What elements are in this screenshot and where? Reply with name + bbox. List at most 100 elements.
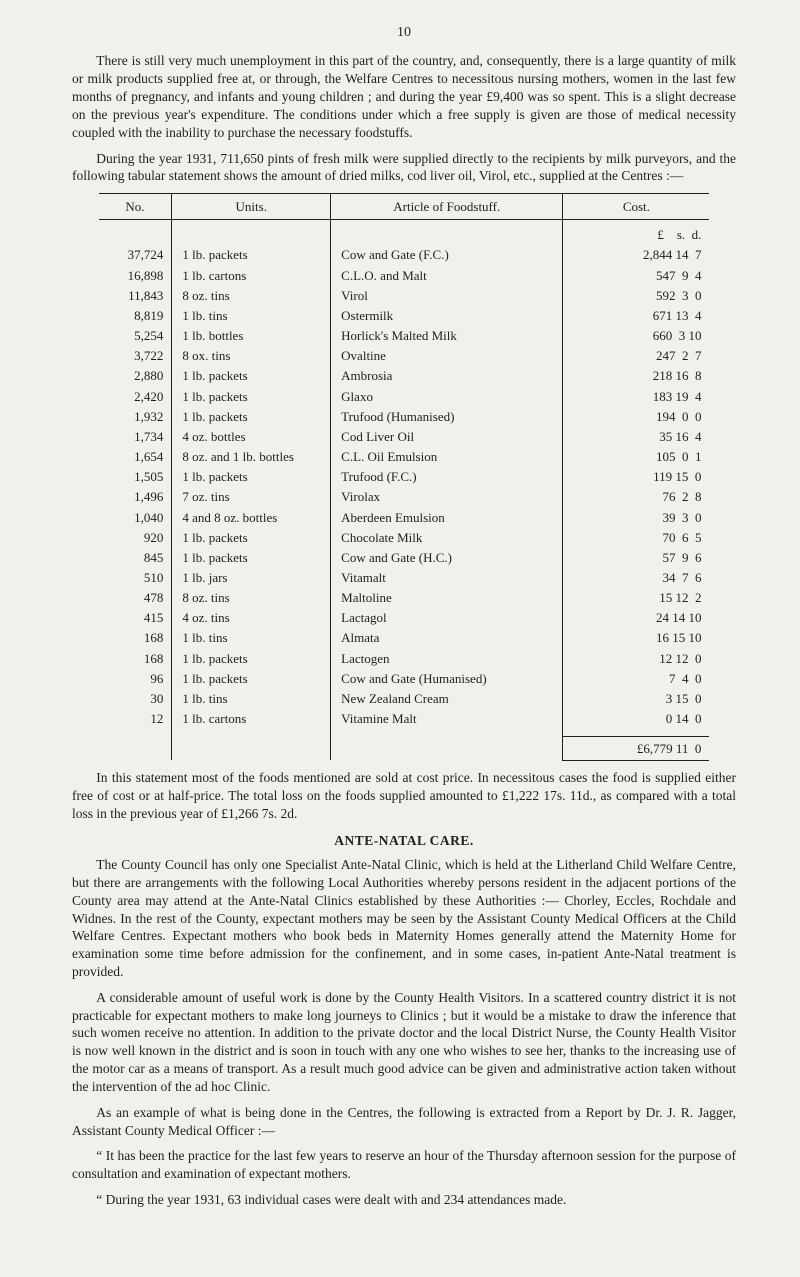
cell-no: 1,040	[99, 507, 172, 527]
table-row: 121 lb. cartonsVitamine Malt0 14 0	[99, 709, 710, 729]
cell-no: 168	[99, 648, 172, 668]
cell-cost: 3 15 0	[563, 688, 710, 708]
table-row: 1,9321 lb. packetsTrufood (Humanised)194…	[99, 406, 710, 426]
cell-units: 8 ox. tins	[172, 346, 331, 366]
cell-units: 1 lb. packets	[172, 467, 331, 487]
col-header-article: Article of Foodstuff.	[331, 194, 563, 220]
table-row: 3,7228 ox. tinsOvaltine247 2 7	[99, 346, 710, 366]
cell-article: Cow and Gate (Humanised)	[331, 668, 563, 688]
cell-no: 845	[99, 547, 172, 567]
table-row: 11,8438 oz. tinsVirol592 3 0	[99, 285, 710, 305]
cell-article: Vitamine Malt	[331, 709, 563, 729]
table-row: 1,6548 oz. and 1 lb. bottlesC.L. Oil Emu…	[99, 447, 710, 467]
paragraph-6: As an example of what is being done in t…	[72, 1104, 736, 1140]
table-row: 5101 lb. jarsVitamalt34 7 6	[99, 567, 710, 587]
cell-cost: 547 9 4	[563, 265, 710, 285]
cell-units: 1 lb. cartons	[172, 265, 331, 285]
cell-no: 1,932	[99, 406, 172, 426]
col-header-cost: Cost.	[563, 194, 710, 220]
cell-units: 4 oz. tins	[172, 608, 331, 628]
cell-cost: 2,844 14 7	[563, 245, 710, 265]
table-row: 5,2541 lb. bottlesHorlick's Malted Milk6…	[99, 326, 710, 346]
cell-article: Maltoline	[331, 588, 563, 608]
cell-units: 1 lb. packets	[172, 547, 331, 567]
cell-no: 920	[99, 527, 172, 547]
cell-units: 8 oz. and 1 lb. bottles	[172, 447, 331, 467]
cell-cost: 70 6 5	[563, 527, 710, 547]
cell-article: Horlick's Malted Milk	[331, 326, 563, 346]
cell-units: 1 lb. packets	[172, 406, 331, 426]
cell-article: Chocolate Milk	[331, 527, 563, 547]
currency-header: £ s. d.	[563, 220, 710, 245]
cell-units: 1 lb. packets	[172, 648, 331, 668]
cell-article: Cod Liver Oil	[331, 426, 563, 446]
cell-no: 168	[99, 628, 172, 648]
cell-no: 5,254	[99, 326, 172, 346]
cell-no: 16,898	[99, 265, 172, 285]
table-row: 1681 lb. packetsLactogen12 12 0	[99, 648, 710, 668]
table-total-row: £6,779 11 0	[99, 736, 710, 760]
table-row: 1,4967 oz. tinsVirolax76 2 8	[99, 487, 710, 507]
cell-article: New Zealand Cream	[331, 688, 563, 708]
cell-no: 415	[99, 608, 172, 628]
currency-header-row: £ s. d.	[99, 220, 710, 245]
cell-units: 1 lb. packets	[172, 527, 331, 547]
cell-no: 3,722	[99, 346, 172, 366]
cell-no: 12	[99, 709, 172, 729]
cell-article: Ovaltine	[331, 346, 563, 366]
cell-cost: 15 12 2	[563, 588, 710, 608]
foodstuff-table: No. Units. Article of Foodstuff. Cost. £…	[99, 193, 710, 761]
cell-units: 7 oz. tins	[172, 487, 331, 507]
cell-units: 1 lb. tins	[172, 628, 331, 648]
cell-cost: 660 3 10	[563, 326, 710, 346]
cell-article: Cow and Gate (H.C.)	[331, 547, 563, 567]
cell-article: Trufood (Humanised)	[331, 406, 563, 426]
table-row: 1,0404 and 8 oz. bottlesAberdeen Emulsio…	[99, 507, 710, 527]
cell-cost: 194 0 0	[563, 406, 710, 426]
cell-cost: 12 12 0	[563, 648, 710, 668]
cell-cost: 24 14 10	[563, 608, 710, 628]
cell-article: Aberdeen Emulsion	[331, 507, 563, 527]
cell-units: 1 lb. jars	[172, 567, 331, 587]
cell-units: 1 lb. tins	[172, 688, 331, 708]
cell-cost: 39 3 0	[563, 507, 710, 527]
paragraph-1: There is still very much unemployment in…	[72, 52, 736, 141]
cell-cost: 247 2 7	[563, 346, 710, 366]
cell-units: 1 lb. tins	[172, 305, 331, 325]
table-row: 16,8981 lb. cartonsC.L.O. and Malt547 9 …	[99, 265, 710, 285]
cell-units: 1 lb. packets	[172, 386, 331, 406]
cell-cost: 57 9 6	[563, 547, 710, 567]
cell-no: 1,654	[99, 447, 172, 467]
section-heading-ante-natal: ANTE-NATAL CARE.	[72, 832, 736, 850]
cell-units: 4 and 8 oz. bottles	[172, 507, 331, 527]
cell-article: Virol	[331, 285, 563, 305]
cell-no: 510	[99, 567, 172, 587]
cell-cost: 76 2 8	[563, 487, 710, 507]
cell-article: Lactagol	[331, 608, 563, 628]
cell-no: 1,734	[99, 426, 172, 446]
table-row: 37,7241 lb. packetsCow and Gate (F.C.)2,…	[99, 245, 710, 265]
paragraph-4: The County Council has only one Speciali…	[72, 856, 736, 981]
cell-article: C.L.O. and Malt	[331, 265, 563, 285]
cell-units: 8 oz. tins	[172, 588, 331, 608]
table-row: 1,5051 lb. packetsTrufood (F.C.)119 15 0	[99, 467, 710, 487]
cell-article: Virolax	[331, 487, 563, 507]
cell-no: 8,819	[99, 305, 172, 325]
cell-article: Ambrosia	[331, 366, 563, 386]
cell-cost: 16 15 10	[563, 628, 710, 648]
cell-article: Ostermilk	[331, 305, 563, 325]
document-page: 10 There is still very much unemployment…	[0, 0, 800, 1277]
cell-units: 1 lb. cartons	[172, 709, 331, 729]
cell-no: 96	[99, 668, 172, 688]
table-row: 8,8191 lb. tinsOstermilk671 13 4	[99, 305, 710, 325]
cell-units: 4 oz. bottles	[172, 426, 331, 446]
cell-no: 30	[99, 688, 172, 708]
table-row: 1,7344 oz. bottlesCod Liver Oil35 16 4	[99, 426, 710, 446]
cell-total: £6,779 11 0	[563, 736, 710, 760]
cell-no: 37,724	[99, 245, 172, 265]
cell-cost: 0 14 0	[563, 709, 710, 729]
table-row: 2,8801 lb. packetsAmbrosia218 16 8	[99, 366, 710, 386]
paragraph-8: “ During the year 1931, 63 individual ca…	[72, 1191, 736, 1209]
cell-units: 8 oz. tins	[172, 285, 331, 305]
paragraph-3: In this statement most of the foods ment…	[72, 769, 736, 822]
